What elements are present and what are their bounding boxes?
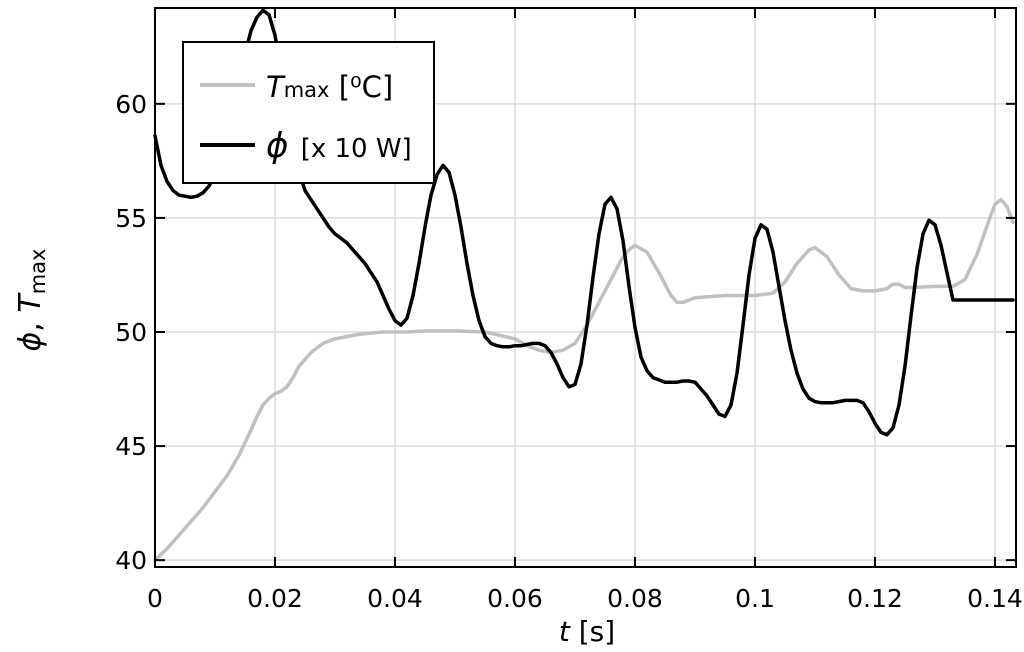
x-tick-label: 0.02 (247, 584, 303, 613)
x-tick-label: 0.1 (735, 584, 775, 613)
y-tick-label: 45 (115, 432, 147, 461)
x-axis-label-var: t (559, 615, 571, 648)
y-tick-label: 40 (115, 546, 147, 575)
legend-phi-main: ϕ (266, 126, 288, 166)
ticks (154, 8, 1016, 567)
x-axis-label: t [s] (559, 615, 615, 648)
y-axis-label-sep: , (13, 313, 48, 332)
tick-labels: 0 0.02 0.04 0.06 0.08 0.1 0.12 0.14 40 45 50 55 60 (115, 90, 1023, 613)
x-axis-label-unit: [s] (570, 615, 615, 648)
y-tick-label: 50 (115, 318, 147, 347)
y-axis-label-t: T (13, 292, 48, 313)
plot-frame (154, 7, 1017, 568)
y-tick-label: 55 (115, 204, 147, 233)
y-axis-label-sub: max (26, 249, 50, 295)
x-tick-label: 0.06 (487, 584, 543, 613)
legend-box (182, 41, 435, 184)
legend: Tmax [⁰C] ϕ [x 10 W] (182, 41, 435, 184)
series-line-T (153, 197, 1015, 562)
legend-tmax-rest: [⁰C] (329, 70, 393, 104)
x-tick-label: 0.04 (367, 584, 423, 613)
x-tick-label: 0.14 (967, 584, 1023, 613)
y-axis-label: ϕ, Tmax (13, 249, 50, 352)
legend-tmax-main: T (266, 70, 286, 104)
y-axis-label-phi: ϕ (13, 332, 48, 352)
x-tick-label: 0 (147, 584, 163, 613)
legend-phi-rest: [x 10 W] (292, 134, 411, 164)
legend-tmax-sub: max (284, 78, 330, 102)
x-tick-label: 0.08 (607, 584, 663, 613)
legend-label-phi: ϕ [x 10 W] (266, 126, 412, 166)
y-tick-label: 60 (115, 90, 147, 119)
x-tick-label: 0.12 (847, 584, 903, 613)
legend-label-tmax: Tmax [⁰C] (266, 70, 393, 104)
